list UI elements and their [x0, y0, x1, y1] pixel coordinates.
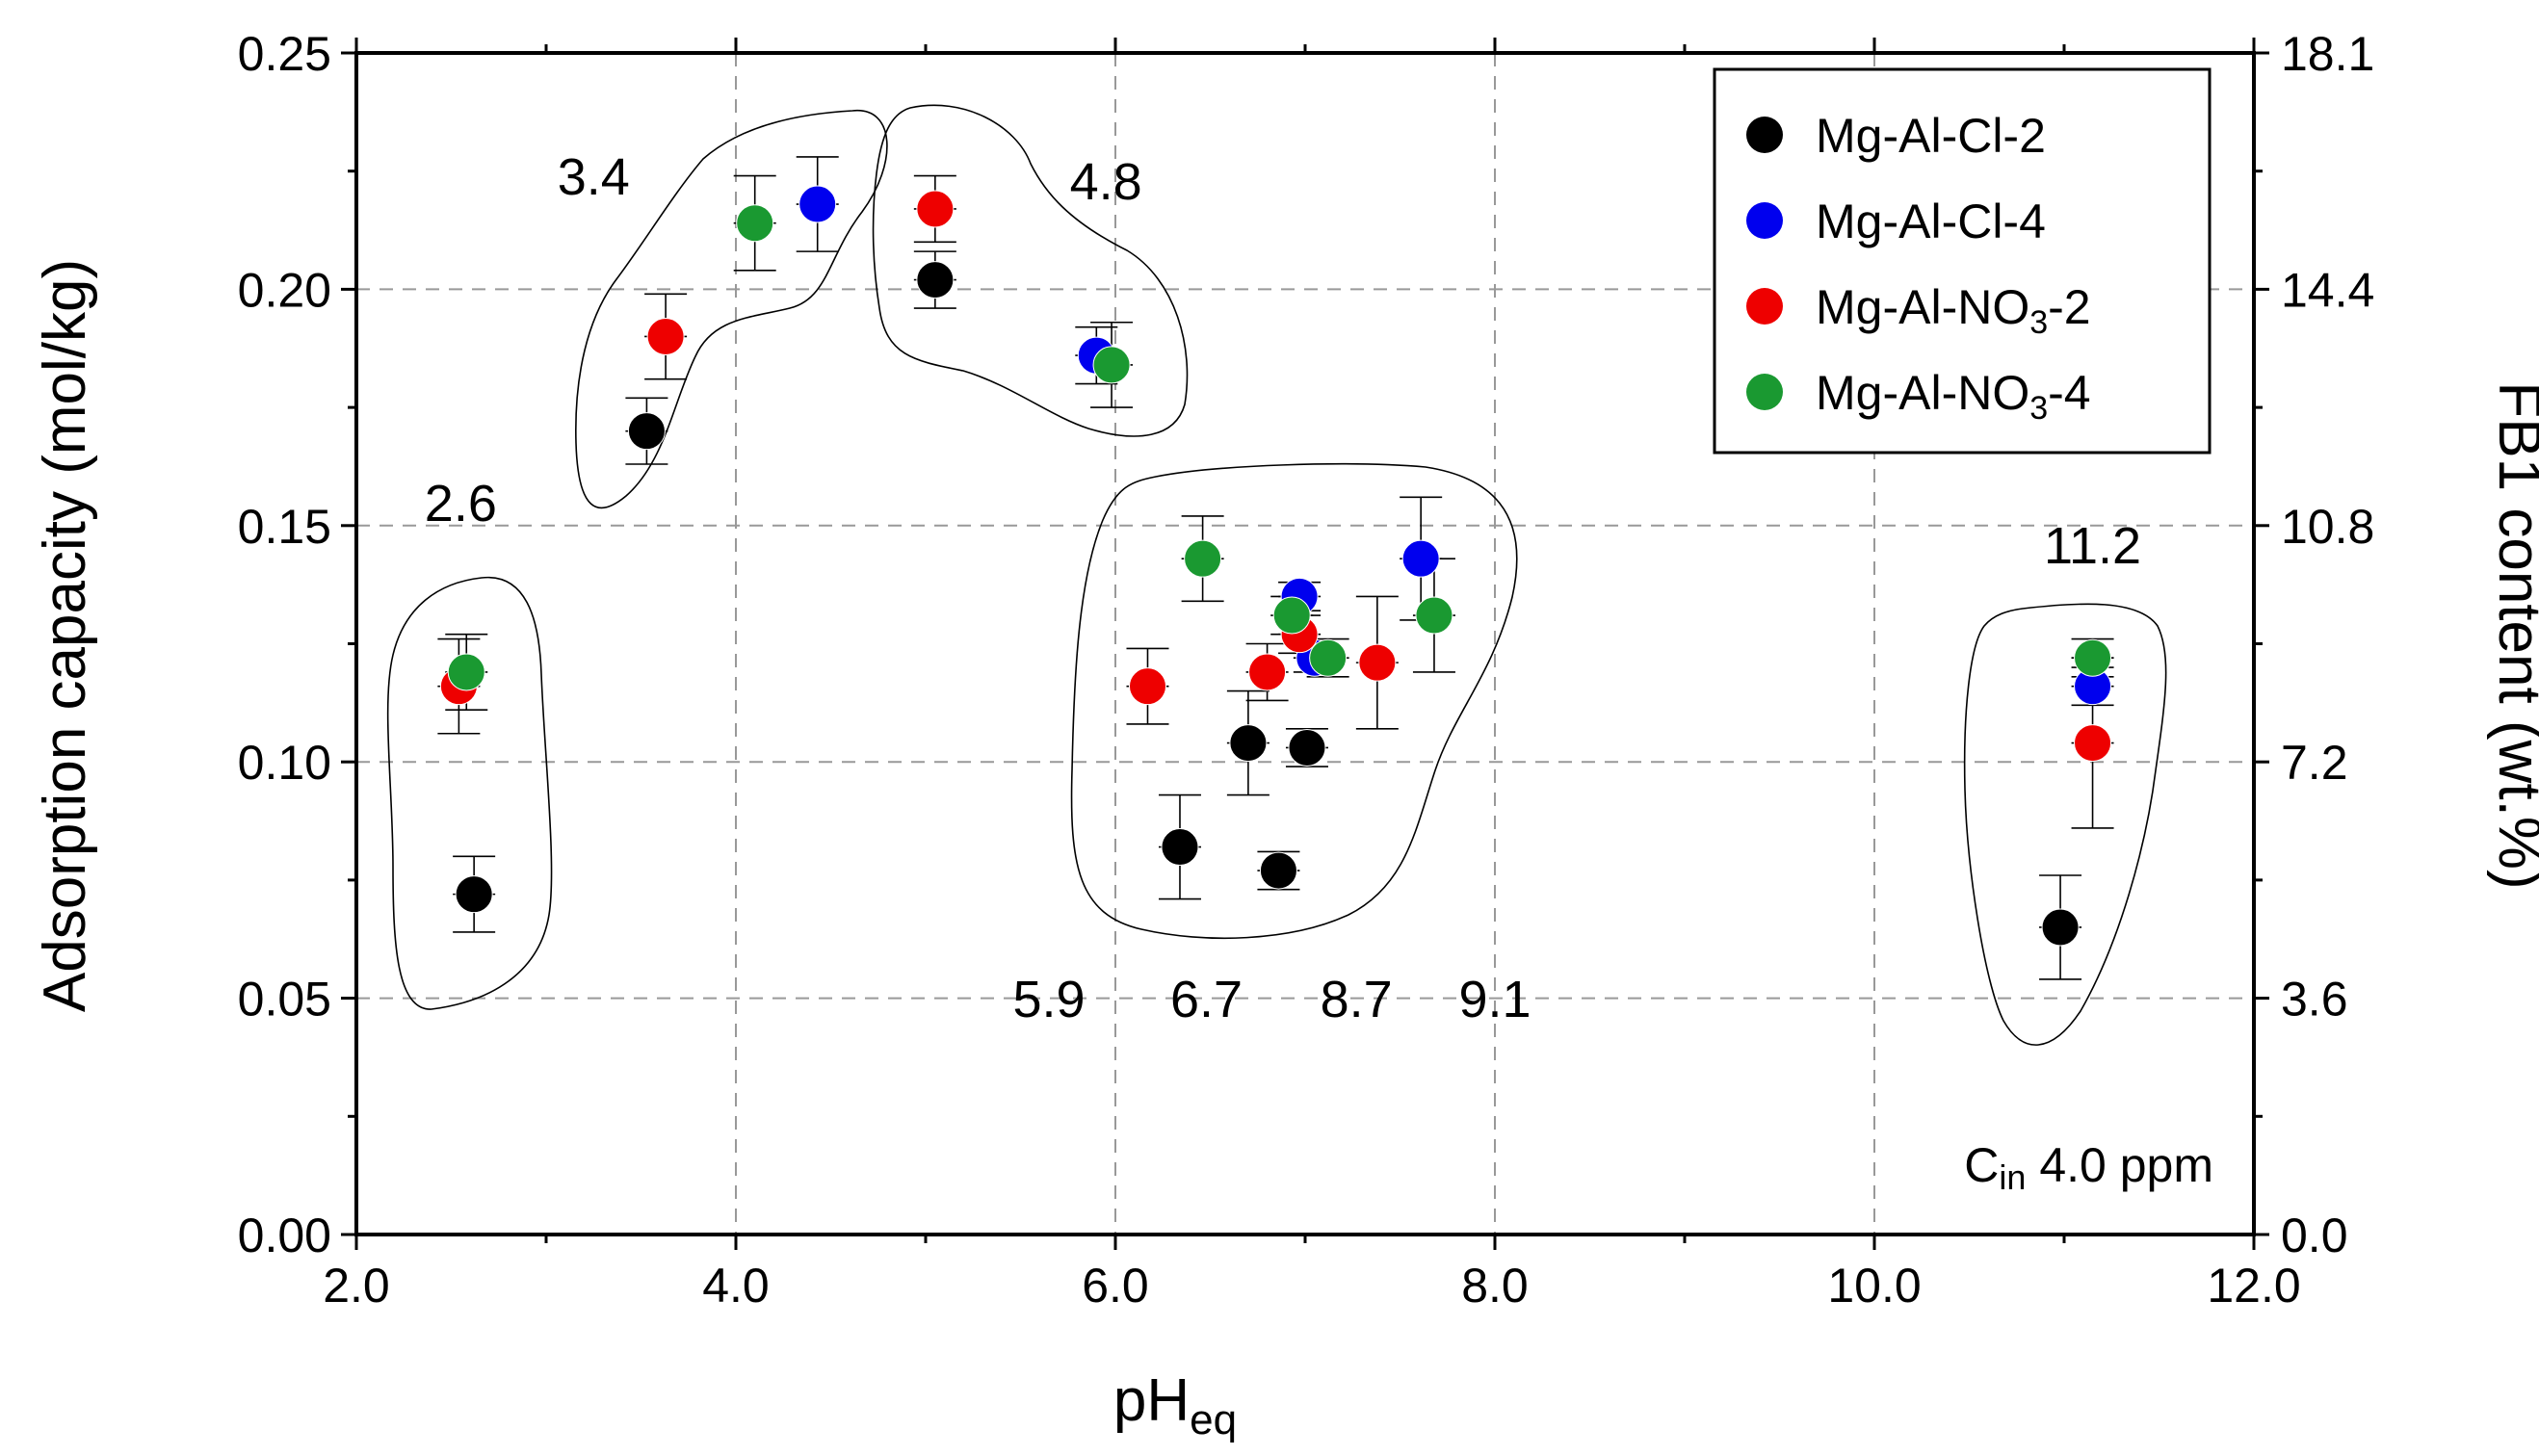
y2-axis-title: FB1 content (wt.%) [2486, 381, 2539, 889]
data-point-mg-al-no3-4 [1184, 539, 1222, 578]
data-point-mg-al-no3-2 [1358, 643, 1397, 682]
y-tick-label: 0.05 [238, 973, 331, 1027]
data-point-mg-al-cl-2 [1161, 828, 1199, 867]
legend-label: Mg-Al-NO3-2 [1816, 280, 2091, 341]
y2-tick-label: 10.8 [2281, 500, 2374, 554]
annotation-label: 5.9 [1013, 971, 1086, 1028]
legend-label-part: Mg-Al-NO [1816, 280, 2029, 334]
legend-marker [1746, 202, 1783, 239]
data-point-mg-al-no3-4 [1415, 596, 1453, 635]
data-point-mg-al-cl-2 [1259, 851, 1297, 890]
x-tick-label: 4.0 [702, 1259, 770, 1313]
condition-label-prefix: C [1964, 1138, 1999, 1192]
legend-label-part: 3 [2029, 390, 2048, 427]
data-point-mg-al-cl-2 [455, 875, 493, 914]
group-outline-11-2 [1963, 603, 2167, 1046]
legend-label: Mg-Al-NO3-4 [1816, 366, 2091, 427]
annotation-label: 6.7 [1170, 971, 1243, 1028]
axis-tick-labels: 2.0 4.0 6.0 8.0 10.0 12.0 0.00 0.0 0.05 3.6 0.10 7.… [238, 27, 2375, 1313]
legend-label: Mg-Al-Cl-4 [1816, 195, 2046, 248]
y2-tick-label: 18.1 [2281, 27, 2374, 81]
data-point-mg-al-no3-2 [1248, 653, 1287, 691]
data-point-mg-al-no3-4 [2074, 638, 2112, 677]
group-outline-2-6 [386, 576, 553, 1010]
data-point-mg-al-cl-2 [627, 412, 666, 451]
annotation-label: 2.6 [425, 475, 497, 533]
group-outline-4-8 [872, 104, 1189, 437]
y2-tick-label: 3.6 [2281, 973, 2348, 1027]
data-point-mg-al-cl-2 [2041, 908, 2080, 947]
y-tick-label: 0.15 [238, 500, 331, 554]
legend-label-part: -2 [2048, 280, 2090, 334]
data-point-mg-al-cl-4 [1401, 539, 1440, 578]
x-axis-title-subscript: eq [1190, 1396, 1237, 1443]
y-tick-label: 0.00 [238, 1209, 331, 1262]
y2-tick-label: 7.2 [2281, 736, 2348, 790]
y2-tick-label: 0.0 [2281, 1209, 2348, 1262]
legend-label-part: Mg-Al-Cl-4 [1816, 195, 2046, 248]
x-tick-label: 10.0 [1827, 1259, 1921, 1313]
data-point-mg-al-cl-2 [1229, 724, 1268, 763]
x-tick-label: 6.0 [1082, 1259, 1149, 1313]
data-point-mg-al-cl-4 [798, 185, 837, 223]
data-point-mg-al-no3-2 [2074, 724, 2112, 763]
group-outlines [386, 104, 2167, 1046]
data-points [439, 185, 2112, 947]
legend-box [1713, 67, 2212, 455]
annotation-label: 9.1 [1458, 971, 1531, 1028]
data-point-mg-al-no3-4 [1309, 638, 1348, 677]
group-outline-3-4 [575, 110, 888, 509]
data-point-mg-al-no3-4 [1272, 596, 1311, 635]
x-axis-title-main: pH [1113, 1367, 1190, 1434]
axis-ticks [341, 38, 2269, 1250]
y-tick-label: 0.20 [238, 263, 331, 317]
y-tick-label: 0.25 [238, 27, 331, 81]
y-tick-label: 0.10 [238, 736, 331, 790]
data-point-mg-al-no3-2 [916, 190, 955, 228]
legend-label-part: Mg-Al-Cl-2 [1816, 109, 2046, 163]
legend-label-part: Mg-Al-NO [1816, 366, 2029, 420]
data-point-mg-al-cl-2 [1288, 728, 1326, 767]
y2-tick-label: 14.4 [2281, 263, 2374, 317]
x-tick-label: 2.0 [323, 1259, 390, 1313]
annotation-label: 4.8 [1070, 153, 1142, 211]
data-point-mg-al-no3-2 [646, 317, 685, 355]
condition-label-value: 4.0 ppm [2026, 1138, 2213, 1192]
data-point-mg-al-no3-4 [1092, 346, 1131, 384]
annotation-label: 8.7 [1321, 971, 1393, 1028]
legend-label-part: 3 [2029, 304, 2048, 341]
legend-marker [1746, 117, 1783, 153]
legend-items: Mg-Al-Cl-2Mg-Al-Cl-4Mg-Al-NO3-2Mg-Al-NO3… [1746, 109, 2091, 427]
condition-label: Cin 4.0 ppm [1964, 1138, 2213, 1197]
annotation-label: 3.4 [558, 148, 630, 206]
data-point-mg-al-no3-4 [736, 204, 774, 243]
condition-label-subscript: in [1999, 1157, 2026, 1197]
legend-marker [1746, 374, 1783, 410]
group-outline-5-9-to-9-1 [1070, 463, 1518, 940]
data-point-mg-al-no3-2 [1128, 667, 1166, 706]
legend-label: Mg-Al-Cl-2 [1816, 109, 2046, 163]
x-tick-label: 12.0 [2207, 1259, 2300, 1313]
legend-label-part: -4 [2048, 366, 2090, 420]
data-point-mg-al-cl-2 [916, 261, 955, 299]
annotation-label: 11.2 [2044, 517, 2141, 575]
data-point-mg-al-no3-4 [447, 653, 485, 691]
x-axis-title: pHeq [1113, 1367, 1237, 1443]
x-tick-label: 8.0 [1461, 1259, 1529, 1313]
legend-marker [1746, 288, 1783, 325]
y-axis-title: Adsorption capacity (mol/kg) [32, 259, 98, 1012]
legend: Mg-Al-Cl-2Mg-Al-Cl-4Mg-Al-NO3-2Mg-Al-NO3… [1713, 67, 2212, 455]
value-annotations: 2.6 3.4 4.8 5.9 6.7 8.7 9.1 11.2 [425, 148, 2141, 1028]
